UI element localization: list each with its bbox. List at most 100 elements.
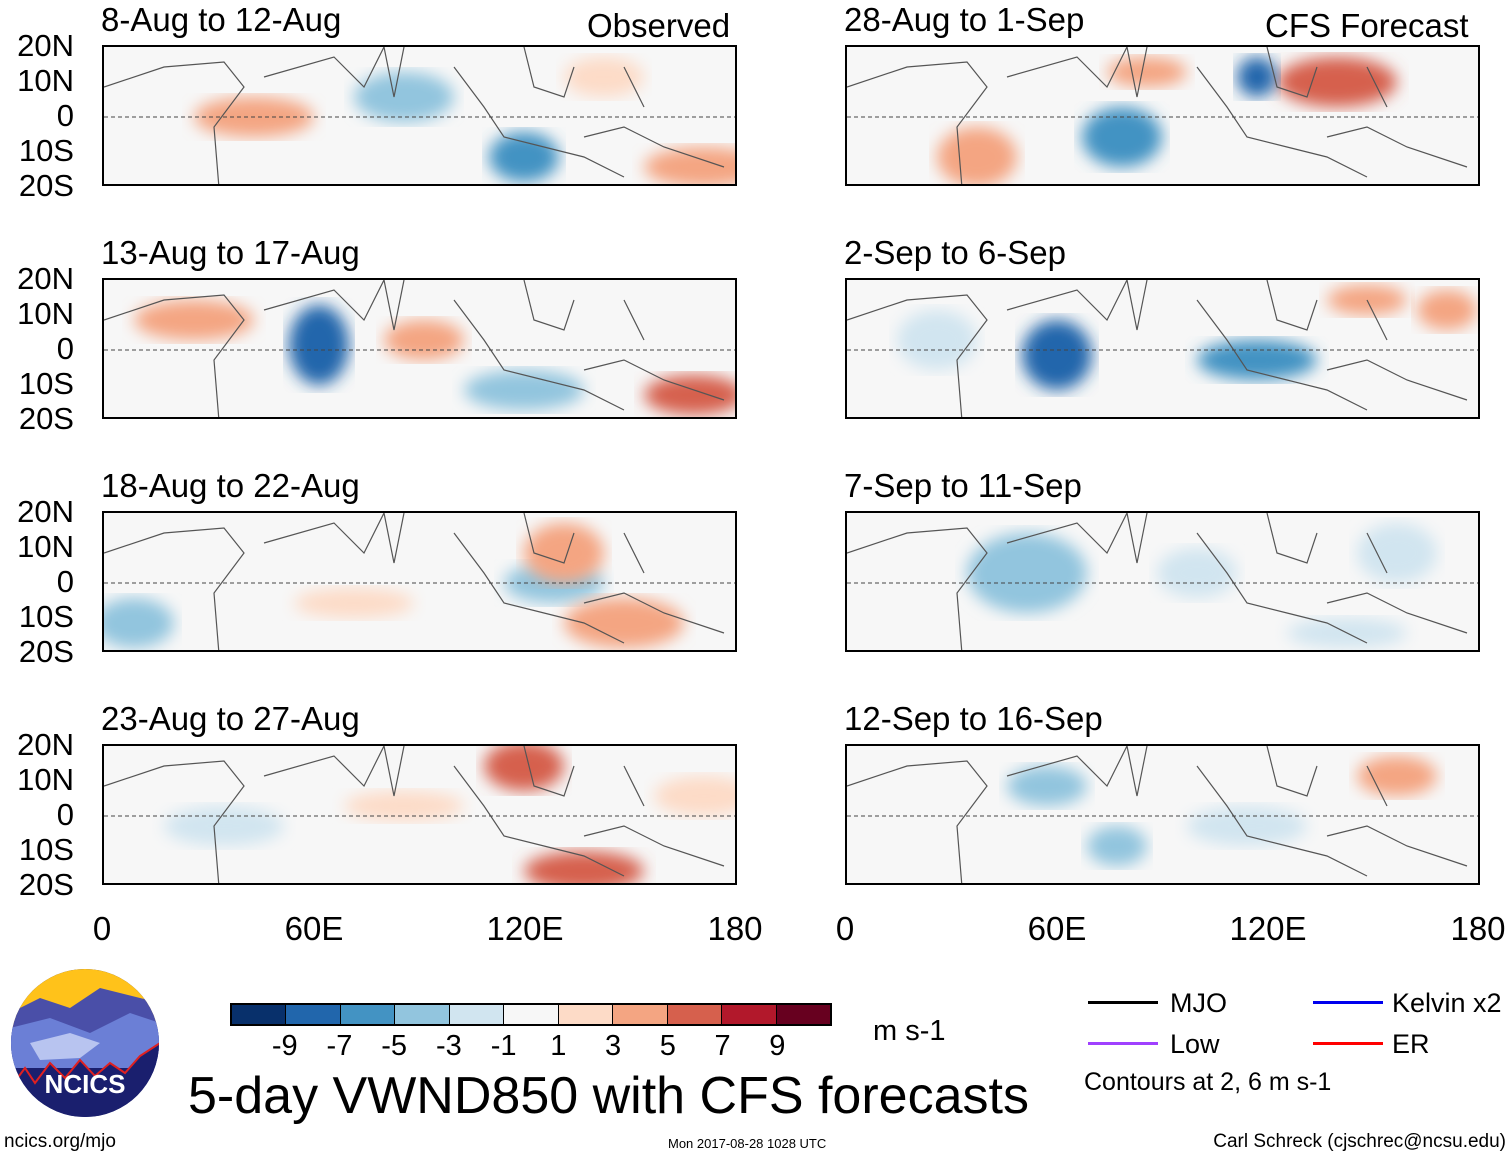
lon-label: 120E xyxy=(1229,910,1307,947)
kelvin-line-swatch xyxy=(1313,1001,1383,1004)
wind-anomaly-shading xyxy=(564,57,644,97)
forecast-map-panel xyxy=(845,45,1480,186)
lat-label: 10S xyxy=(18,133,74,168)
lat-label: 0 xyxy=(56,564,74,599)
lon-label: 0 xyxy=(835,910,855,947)
colorbar xyxy=(230,1003,832,1026)
lat-label: 20S xyxy=(18,168,74,203)
footer-timestamp: Mon 2017-08-28 1028 UTC xyxy=(668,1136,827,1151)
wind-anomaly-shading xyxy=(354,72,454,122)
colorbar-swatch xyxy=(558,1005,614,1024)
panel-title: 7-Sep to 11-Sep xyxy=(844,467,1082,504)
observed-label: Observed xyxy=(587,7,731,44)
wind-anomaly-shading xyxy=(937,127,1017,184)
lon-label: 120E xyxy=(486,910,564,947)
lat-label: 0 xyxy=(56,98,74,133)
lat-label: 20N xyxy=(17,494,74,529)
wind-anomaly-shading xyxy=(524,523,604,583)
colorbar-tick-label: -1 xyxy=(490,1030,517,1062)
er-line-swatch xyxy=(1313,1042,1383,1045)
observed-map-panel xyxy=(102,278,737,419)
colorbar-tick-label: -9 xyxy=(271,1030,298,1062)
wind-anomaly-shading xyxy=(134,300,254,340)
coastline xyxy=(847,280,1468,417)
wind-anomaly-shading xyxy=(564,598,684,648)
coastline xyxy=(847,47,1468,184)
legend-kelvin: Kelvin x2 xyxy=(1392,988,1502,1018)
colorbar-tick-label: -5 xyxy=(381,1030,408,1062)
wind-anomaly-shading xyxy=(1157,548,1237,598)
wind-anomaly-shading xyxy=(1357,756,1437,796)
colorbar-swatch xyxy=(722,1005,777,1024)
lon-label: 60E xyxy=(284,910,344,947)
panel-title: 12-Sep to 16-Sep xyxy=(844,700,1103,737)
coastline xyxy=(104,47,725,184)
coastline xyxy=(847,513,1468,650)
lon-label: 180 xyxy=(1450,910,1506,947)
observed-map-panel xyxy=(102,511,737,652)
wind-anomaly-shading xyxy=(1197,340,1317,380)
wind-anomaly-shading xyxy=(1107,57,1187,87)
panel-title: 18-Aug to 22-Aug xyxy=(101,467,360,504)
wind-anomaly-shading xyxy=(1357,523,1437,583)
mjo-line-swatch xyxy=(1088,1001,1158,1004)
observed-map-panel xyxy=(102,45,737,186)
lat-label: 10N xyxy=(17,529,74,564)
lat-label: 20N xyxy=(17,261,74,296)
legend-mjo: MJO xyxy=(1170,988,1227,1018)
colorbar-swatch xyxy=(340,1005,396,1024)
footer-url[interactable]: ncics.org/mjo xyxy=(4,1131,116,1152)
wind-anomaly-shading xyxy=(524,851,644,883)
wind-anomaly-shading xyxy=(489,132,559,182)
panel-title: 28-Aug to 1-Sep xyxy=(844,1,1085,38)
svg-text:NCICS: NCICS xyxy=(45,1069,126,1099)
lat-label: 20S xyxy=(18,634,74,669)
colorbar-tick-label: 9 xyxy=(769,1030,786,1062)
colorbar-swatch xyxy=(667,1005,723,1024)
lat-label: 0 xyxy=(56,797,74,832)
colorbar-tick-label: 7 xyxy=(714,1030,731,1062)
wind-anomaly-shading xyxy=(967,533,1087,613)
lat-label: 20S xyxy=(18,401,74,436)
wind-anomaly-shading xyxy=(344,791,464,821)
forecast-label: CFS Forecast xyxy=(1265,7,1469,44)
wind-anomaly-shading xyxy=(1187,806,1307,846)
wind-anomaly-shading xyxy=(654,776,735,816)
wind-anomaly-shading xyxy=(384,320,464,360)
wind-anomaly-shading xyxy=(1237,57,1277,97)
colorbar-swatch xyxy=(504,1005,559,1024)
wind-anomaly-shading xyxy=(1417,290,1477,330)
wind-anomaly-shading xyxy=(644,375,735,415)
wind-anomaly-shading xyxy=(294,588,414,618)
legend-low: Low xyxy=(1170,1029,1220,1059)
colorbar-swatch xyxy=(449,1005,505,1024)
colorbar-swatch xyxy=(395,1005,450,1024)
forecast-map-panel xyxy=(845,744,1480,885)
lat-label: 20N xyxy=(17,727,74,762)
colorbar-tick-label: 1 xyxy=(550,1030,567,1062)
lat-label: 20S xyxy=(18,867,74,902)
footer-author: Carl Schreck (cjschrec@ncsu.edu) xyxy=(1213,1131,1506,1152)
colorbar-swatch xyxy=(613,1005,668,1024)
wind-anomaly-shading xyxy=(104,598,174,648)
panel-title: 23-Aug to 27-Aug xyxy=(101,700,360,737)
coastline xyxy=(104,746,725,883)
lat-label: 20N xyxy=(17,28,74,63)
legend-er: ER xyxy=(1392,1029,1430,1059)
colorbar-unit: m s-1 xyxy=(873,1015,946,1047)
wind-anomaly-shading xyxy=(484,746,564,791)
observed-map-panel xyxy=(102,744,737,885)
coastline xyxy=(847,746,1468,883)
colorbar-tick-label: 5 xyxy=(659,1030,676,1062)
lat-label: 10N xyxy=(17,63,74,98)
figure-title: 5-day VWND850 with CFS forecasts xyxy=(188,1067,1029,1125)
contour-note: Contours at 2, 6 m s-1 xyxy=(1084,1068,1332,1096)
colorbar-swatch xyxy=(232,1005,287,1024)
wind-anomaly-shading xyxy=(1277,57,1397,107)
lat-label: 10S xyxy=(18,832,74,867)
wind-anomaly-shading xyxy=(897,310,977,370)
colorbar-tick-label: -3 xyxy=(436,1030,462,1062)
low-line-swatch xyxy=(1088,1042,1158,1045)
wind-anomaly-shading xyxy=(1022,320,1092,390)
